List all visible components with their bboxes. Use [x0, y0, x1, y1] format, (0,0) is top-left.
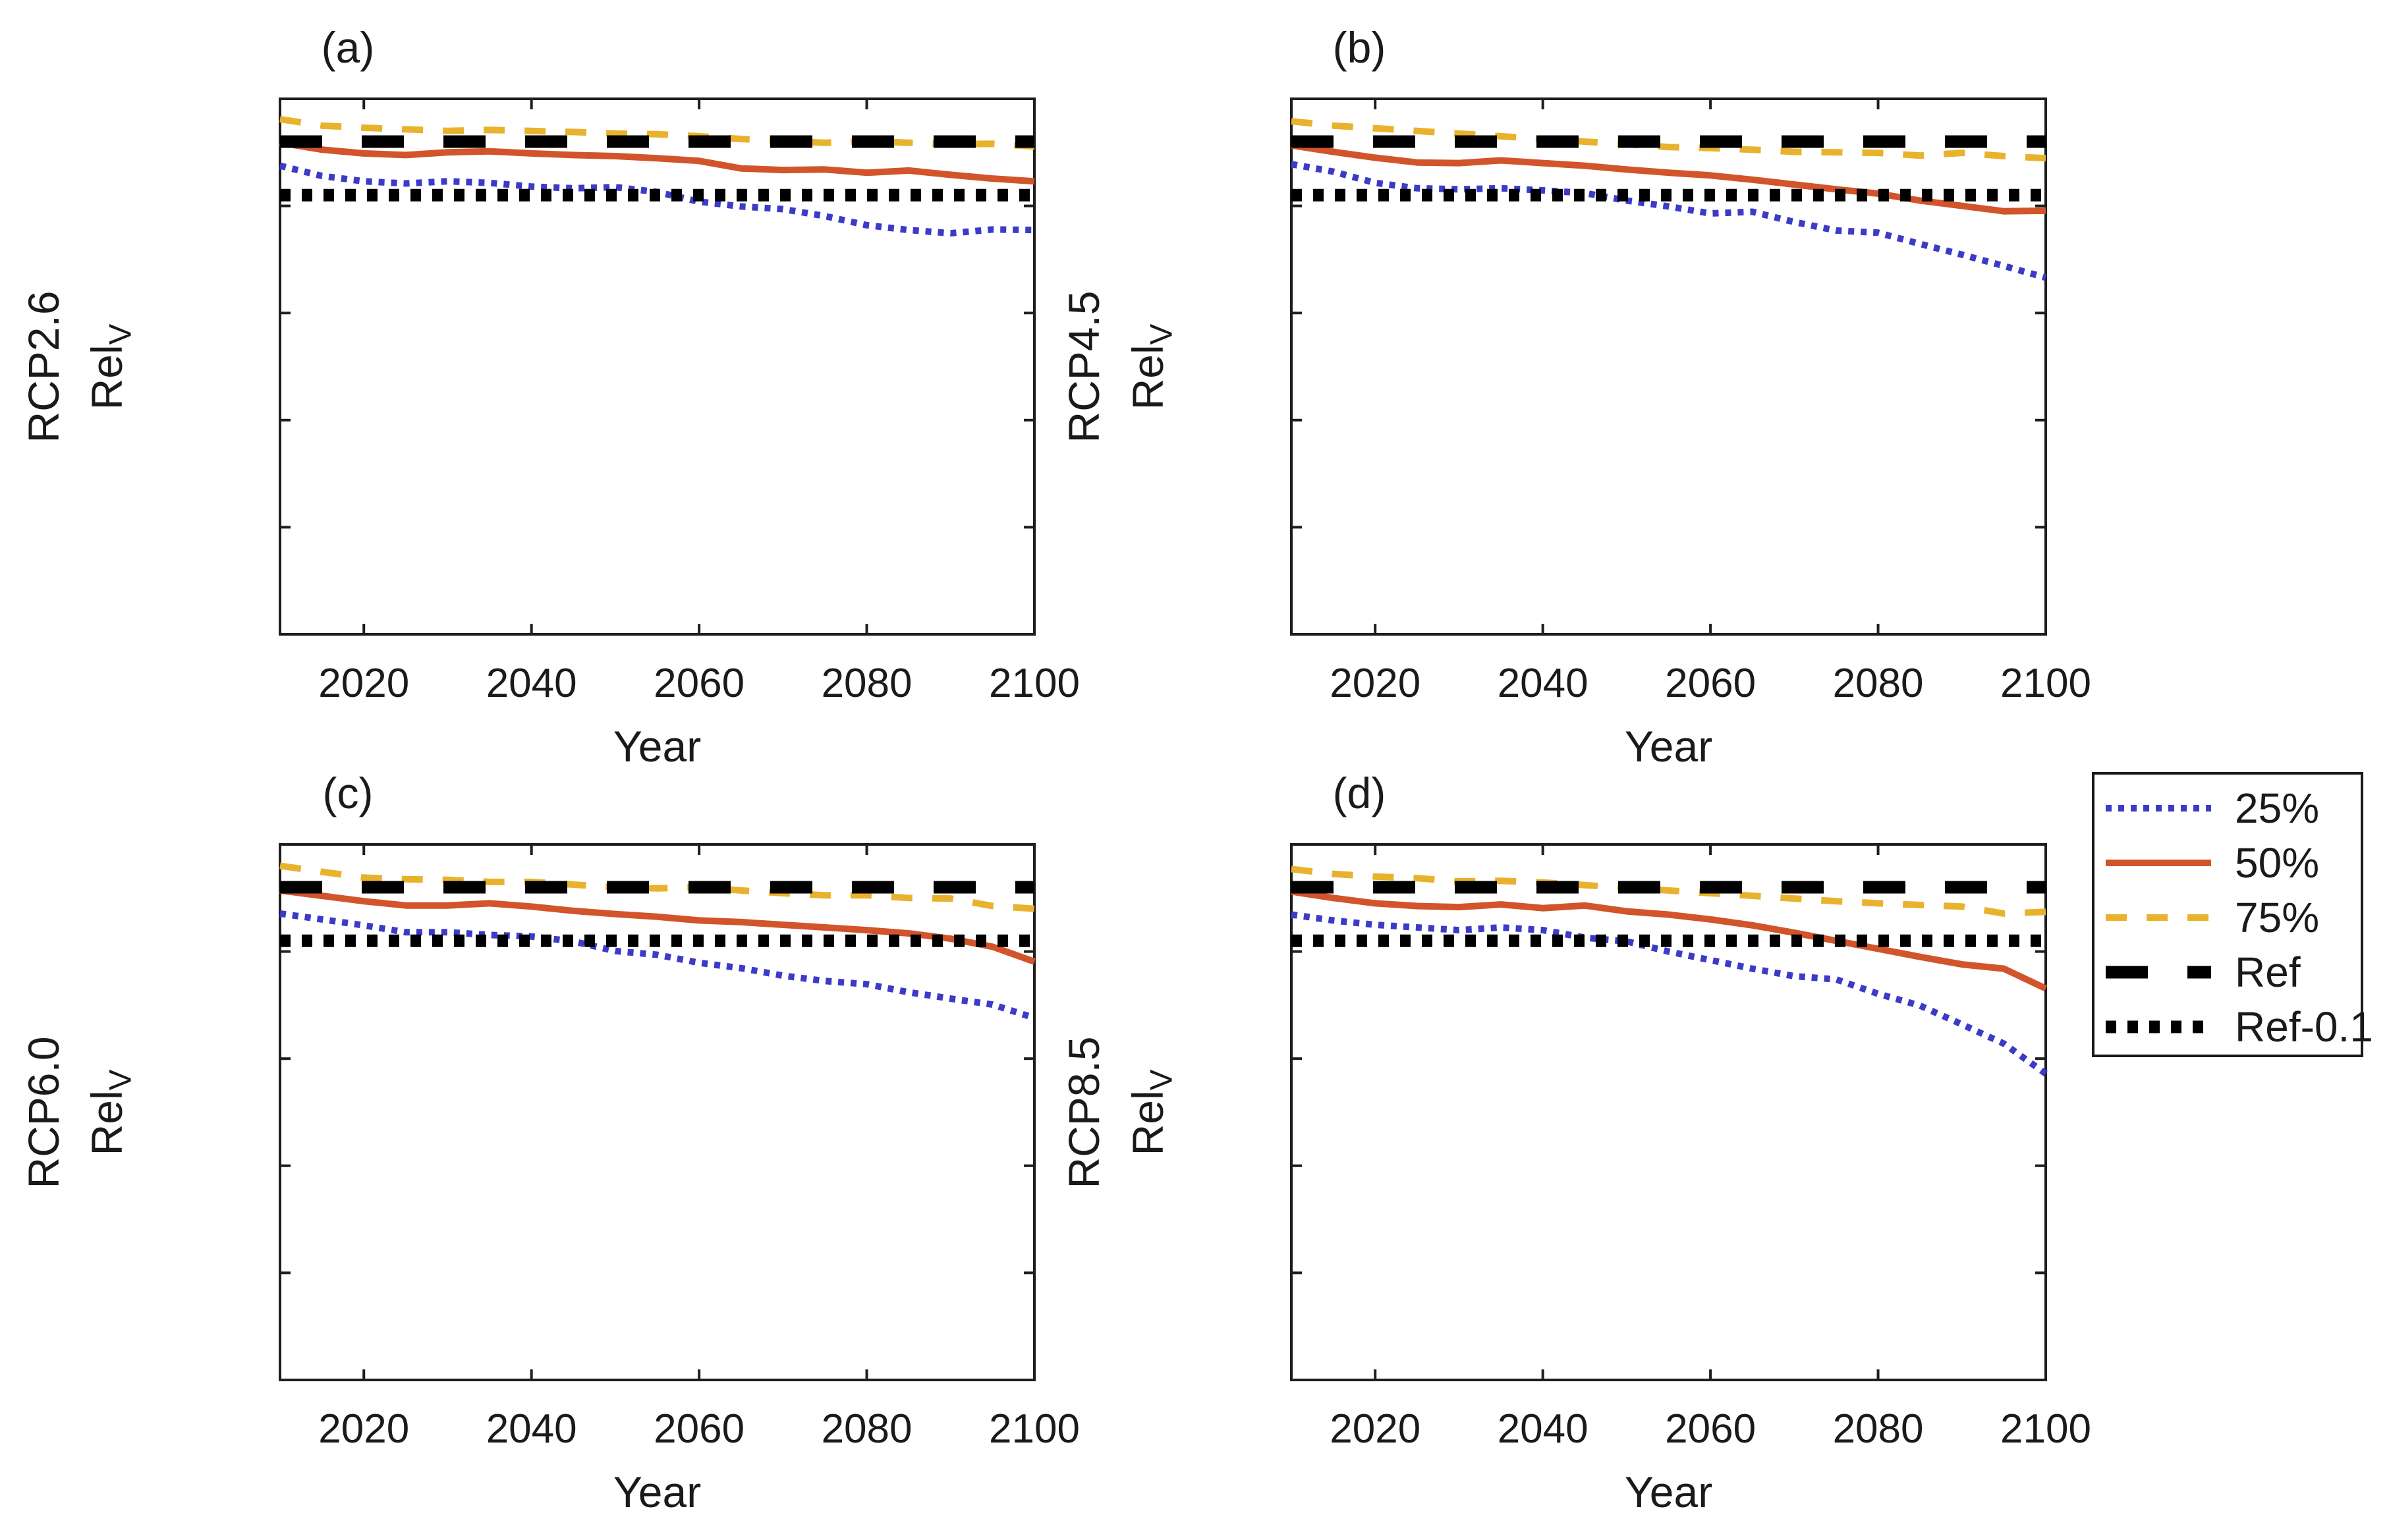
panel-d-x-tick-label: 2100: [2000, 1406, 2091, 1452]
series-line-50%: [1291, 888, 2048, 992]
panel-b-plot-area: [1290, 97, 2047, 636]
legend-sample-line-Ref-0.1: [2106, 1020, 2211, 1033]
legend-label: 50%: [2235, 839, 2320, 887]
panel-b-x-tick-label: 2060: [1665, 661, 1757, 706]
panel-b-x-tick-label: 2020: [1330, 661, 1421, 706]
legend-label: Ref-0.1: [2235, 1003, 2373, 1051]
y-label-subscript: V: [1144, 323, 1179, 344]
axis-tick-marks: [280, 97, 1036, 636]
panel-a-x-tick-label: 2040: [486, 661, 577, 706]
series-line-50%: [279, 139, 1035, 185]
panel-a-x-tick-label: 2080: [821, 661, 913, 706]
panel-c-x-tick-label: 2080: [821, 1406, 913, 1452]
panel-c-x-tick-label: 2020: [318, 1406, 410, 1452]
panel-d-x-tick-label: 2040: [1497, 1406, 1588, 1452]
panel-b-x-tick-label: 2080: [1832, 661, 1924, 706]
y-label-main: Rel: [82, 344, 132, 410]
y-label-main: Rel: [1123, 344, 1173, 410]
panel-a-x-axis-label: Year: [613, 722, 702, 771]
y-label-main: Rel: [82, 1089, 132, 1155]
legend-sample-line-75%: [2106, 914, 2211, 921]
y-label-subscript: V: [1144, 1069, 1179, 1090]
panel-c-x-tick-label: 2040: [486, 1406, 577, 1452]
series-line-50%: [1291, 142, 2046, 215]
legend-item-75%: 75%: [2106, 896, 2319, 939]
axes-box: [1290, 97, 2047, 636]
panel-c-y-axis-label: RelV: [82, 1069, 138, 1155]
panel-a-plot-area: [279, 97, 1036, 636]
axis-tick-marks: [1291, 97, 2047, 636]
panel-d-x-tick-label: 2080: [1832, 1406, 1924, 1452]
legend-sample-line-50%: [2106, 860, 2211, 866]
panel-d-x-tick-label: 2060: [1665, 1406, 1757, 1452]
axis-tick-marks: [1291, 843, 2047, 1381]
axes-box: [279, 843, 1036, 1381]
panel-d-plot-area: [1290, 843, 2048, 1381]
legend-label: 25%: [2235, 784, 2320, 832]
legend-sample-line-Ref: [2106, 966, 2211, 979]
legend-item-25%: 25%: [2106, 787, 2319, 829]
panel-c-scenario-label: RCP6.0: [19, 1035, 68, 1189]
panel-d-title: (d): [1332, 769, 1386, 817]
axes-box: [279, 97, 1036, 636]
panel-c-x-tick-label: 2060: [654, 1406, 745, 1452]
legend: 25% 50% 75% Ref Ref-0.1: [2092, 772, 2373, 1057]
panel-b-title: (b): [1332, 23, 1386, 72]
y-label-subscript: V: [103, 1069, 138, 1090]
legend-item-50%: 50%: [2106, 842, 2319, 884]
panel-a-x-tick-label: 2020: [318, 661, 410, 706]
panel-b-x-tick-label: 2100: [2000, 661, 2091, 706]
series-line-25%: [279, 910, 1036, 1022]
legend-label: Ref: [2235, 949, 2301, 996]
panel-b-scenario-label: RCP4.5: [1059, 290, 1108, 443]
panel-d-scenario-label: RCP8.5: [1059, 1035, 1108, 1189]
panel-a-x-tick-label: 2060: [654, 661, 745, 706]
panel-a-scenario-label: RCP2.6: [19, 290, 68, 443]
panel-d-x-tick-label: 2020: [1330, 1406, 1421, 1452]
panel-d-x-axis-label: Year: [1624, 1468, 1713, 1516]
panel-b-x-tick-label: 2040: [1497, 661, 1588, 706]
panel-b-y-axis-label: RelV: [1123, 323, 1179, 410]
legend-label: 75%: [2235, 894, 2320, 941]
panel-a-title: (a): [321, 23, 375, 72]
y-label-main: Rel: [1123, 1089, 1173, 1155]
series-line-50%: [279, 887, 1036, 965]
legend-item-Ref: Ref: [2106, 951, 2301, 993]
series-line-25%: [1291, 161, 2047, 281]
axes-box: [1290, 843, 2047, 1381]
panel-d-y-axis-label: RelV: [1123, 1069, 1179, 1155]
panel-b-x-axis-label: Year: [1624, 722, 1713, 771]
series-line-75%: [1291, 118, 2046, 162]
series-line-25%: [1291, 911, 2048, 1077]
axis-tick-marks: [280, 843, 1036, 1381]
series-line-75%: [1291, 866, 2046, 917]
panel-a-y-axis-label: RelV: [82, 323, 138, 410]
series-line-75%: [279, 862, 1035, 912]
panel-c-title: (c): [322, 769, 374, 817]
panel-c-x-axis-label: Year: [613, 1468, 702, 1516]
series-line-75%: [279, 115, 1035, 150]
panel-a-x-tick-label: 2100: [989, 661, 1080, 706]
legend-sample-line-25%: [2106, 805, 2211, 811]
legend-item-Ref-0.1: Ref-0.1: [2106, 1006, 2373, 1048]
panel-c-x-tick-label: 2100: [989, 1406, 1080, 1452]
panel-c-plot-area: [279, 843, 1036, 1381]
y-label-subscript: V: [103, 323, 138, 344]
